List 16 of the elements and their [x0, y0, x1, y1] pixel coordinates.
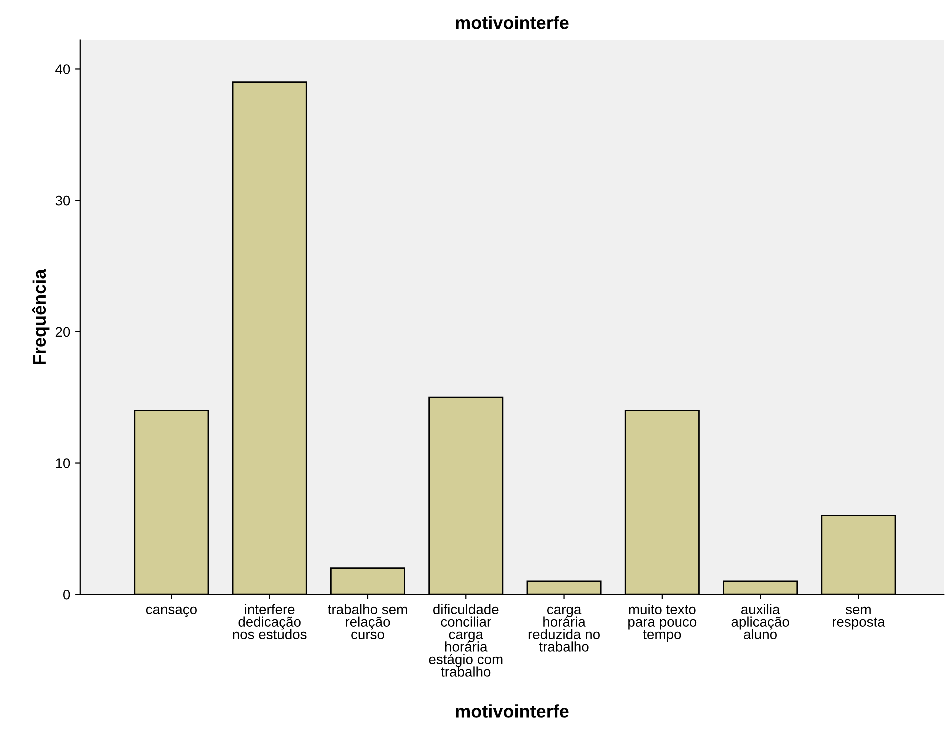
x-axis-title: motivointerfe — [456, 704, 569, 718]
y-axis-title: Frequência — [32, 269, 50, 364]
x-tick-label: sem resposta — [833, 606, 886, 630]
x-tick-label: dificuldade conciliar carga horária estágio com trabalho — [429, 604, 503, 677]
y-tick-label: 0 — [64, 590, 70, 600]
y-tick-label: 20 — [56, 327, 70, 338]
x-tick-label: carga horária reduzida no trabalho — [528, 606, 600, 652]
x-tick-label: cansaço — [146, 606, 197, 618]
x-tick-label: trabalho sem relação curso — [328, 604, 408, 640]
y-tick-label: 10 — [56, 458, 70, 468]
x-tick-label: auxilia aplicação aluno — [732, 604, 790, 640]
x-tick-label: muito texto para pouco tempo — [628, 604, 697, 642]
y-tick-label: 40 — [56, 64, 70, 74]
x-tick-label: interfere dedicação nos estudos — [233, 604, 307, 640]
chart-title: motivointerfe — [456, 16, 569, 30]
y-tick-label: 30 — [56, 196, 70, 206]
